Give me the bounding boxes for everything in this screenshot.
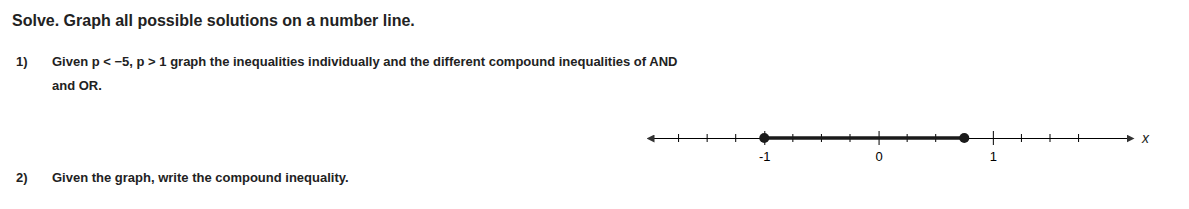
solution-segment [764,136,964,140]
annotation: Given p < −5, p > 1 graph the inequaliti… [52,54,677,69]
annotation: 2) [16,170,28,185]
tick-label: 1 [990,149,997,164]
axis-line [651,138,1131,139]
tick-label: -1 [759,149,771,164]
minor-tick [678,134,679,142]
annotation: and OR. [52,78,102,93]
chart: Solve. Graph all possible solutions on a… [0,0,1189,209]
minor-tick [735,134,736,142]
annotation: Given the graph, write the compound ineq… [52,170,349,185]
tick: -1 [759,131,771,164]
tick-mark [993,131,994,145]
marks [759,133,969,143]
minor-ticks [679,134,1079,142]
x-axis: -1 0 1 [651,131,1131,164]
endpoint [959,133,969,143]
endpoint [759,133,769,143]
minor-tick [707,134,708,142]
annotation: 1) [16,54,28,69]
tick: 1 [990,131,997,164]
minor-tick [1021,134,1022,142]
tick-label: 0 [875,149,882,164]
minor-tick [1078,134,1079,142]
title: Solve. Graph all possible solutions on a… [12,12,415,29]
tick: 0 [875,131,882,164]
x-label: x [1141,130,1150,146]
minor-tick [1050,134,1051,142]
